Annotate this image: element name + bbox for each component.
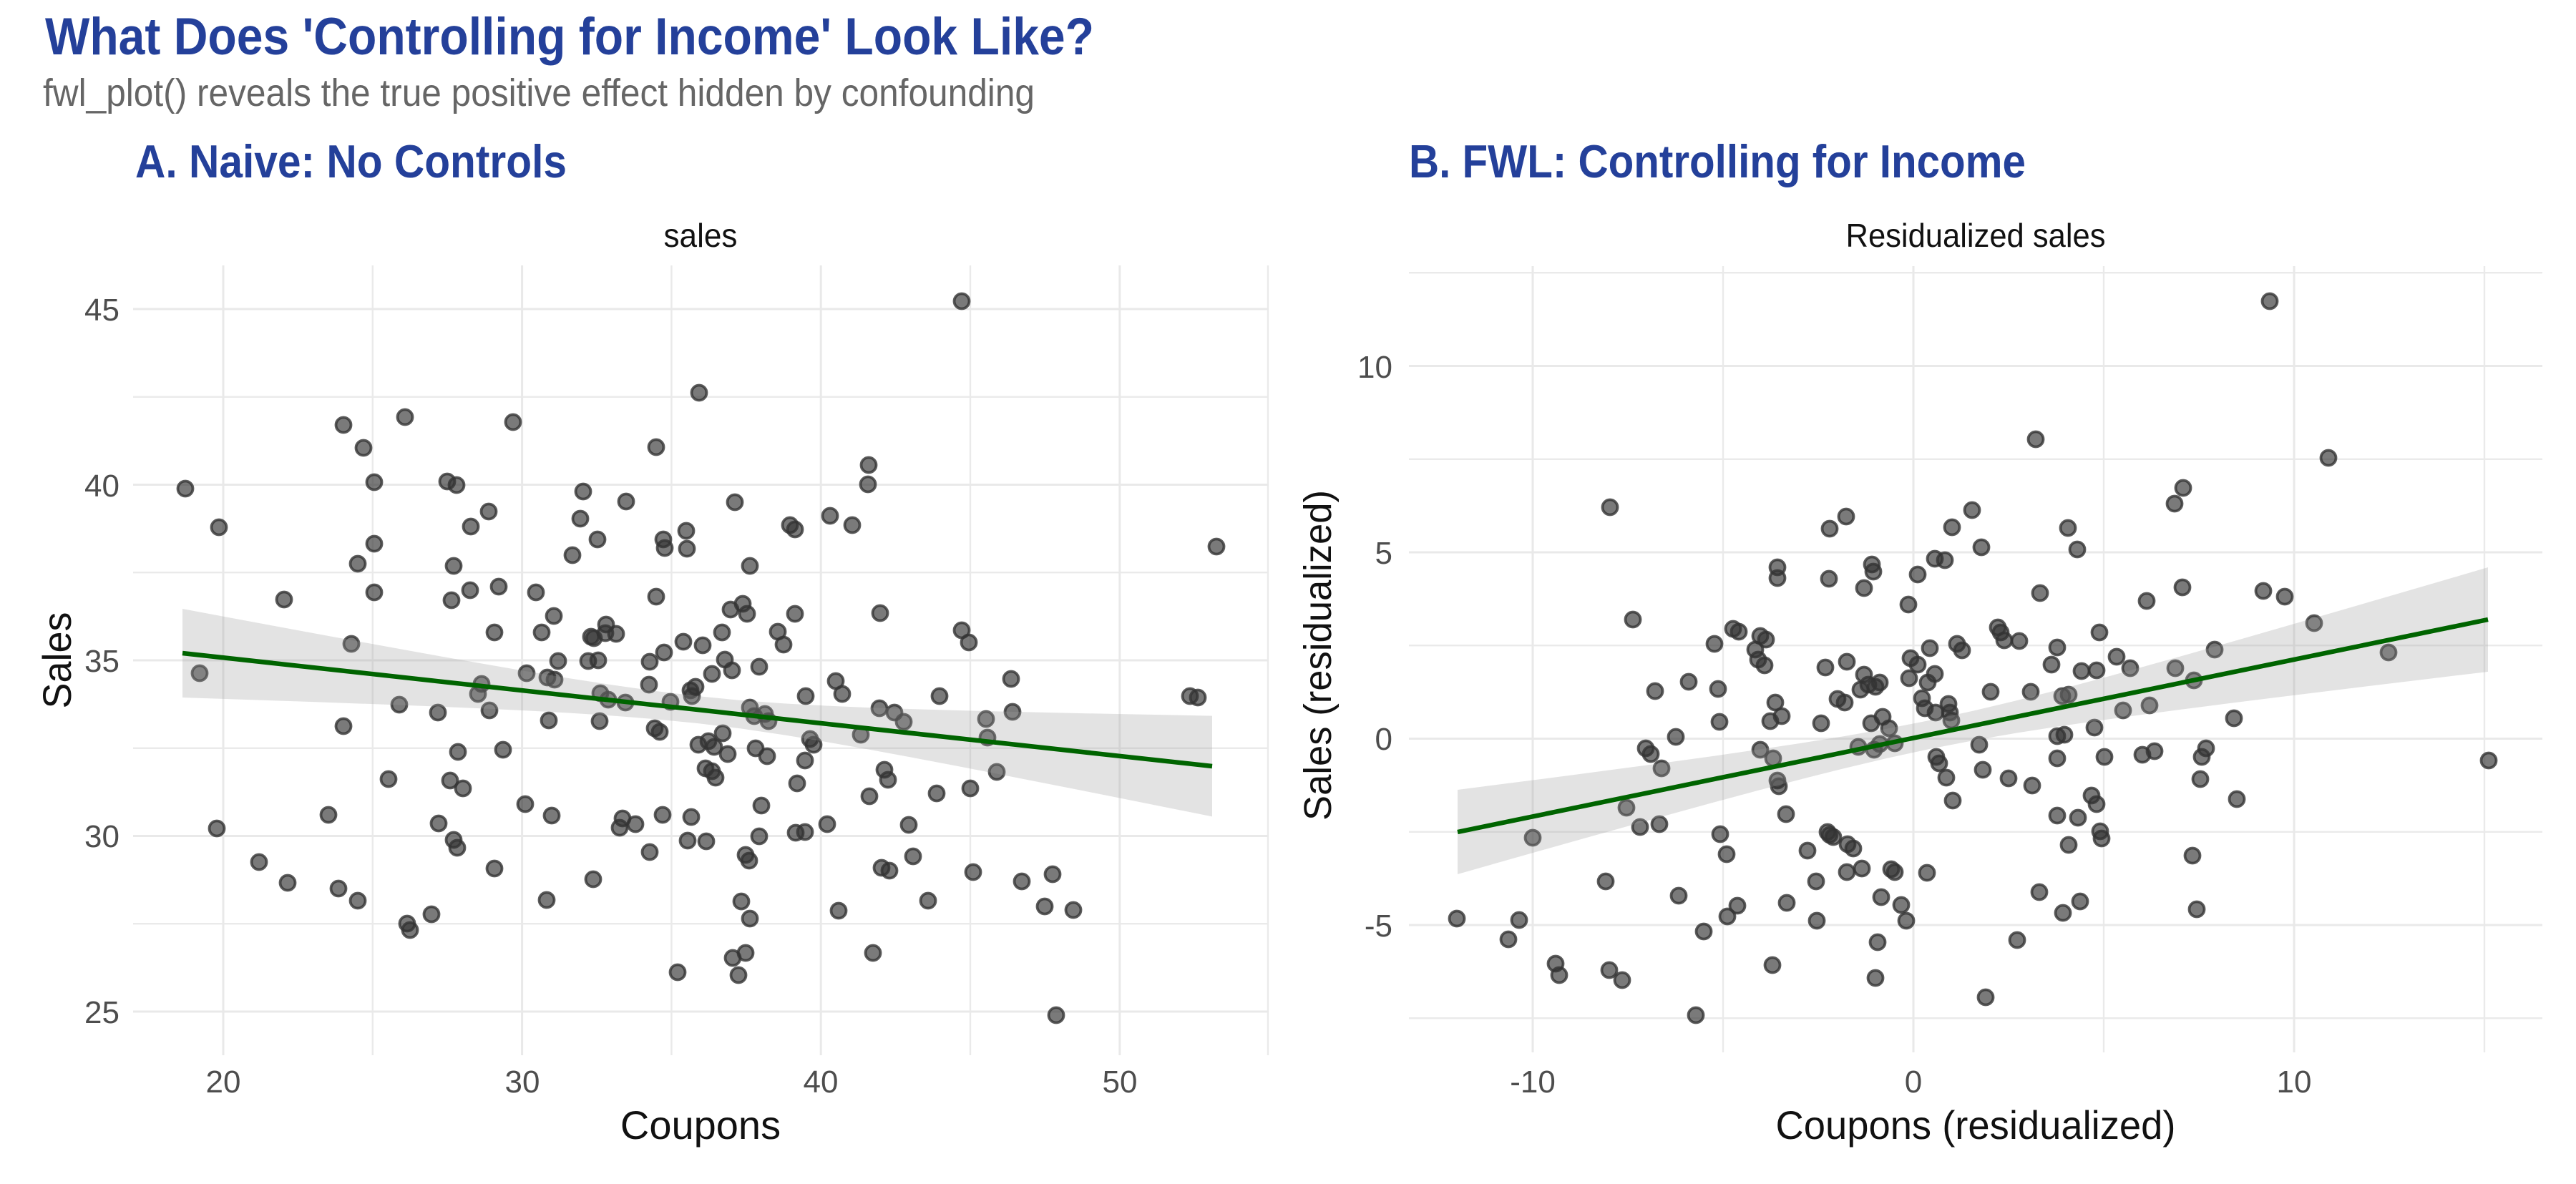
svg-text:-5: -5 — [1365, 909, 1392, 944]
svg-text:35: 35 — [84, 644, 119, 679]
svg-text:fwl_plot() reveals the true po: fwl_plot() reveals the true positive eff… — [43, 72, 1035, 114]
svg-text:5: 5 — [1375, 536, 1392, 571]
svg-text:10: 10 — [2277, 1065, 2312, 1100]
svg-text:A. Naive: No Controls: A. Naive: No Controls — [135, 135, 567, 187]
svg-text:25: 25 — [84, 995, 119, 1030]
svg-text:What Does 'Controlling for Inc: What Does 'Controlling for Income' Look … — [45, 8, 1094, 66]
svg-text:sales: sales — [664, 217, 738, 254]
svg-text:Coupons (residualized): Coupons (residualized) — [1776, 1102, 2176, 1148]
svg-text:Sales: Sales — [34, 612, 79, 709]
svg-text:50: 50 — [1103, 1065, 1138, 1100]
svg-text:Coupons: Coupons — [620, 1102, 781, 1148]
svg-text:45: 45 — [84, 293, 119, 328]
svg-text:30: 30 — [505, 1065, 540, 1100]
svg-text:Residualized sales: Residualized sales — [1846, 217, 2106, 254]
svg-text:B. FWL: Controlling for Income: B. FWL: Controlling for Income — [1409, 135, 2026, 187]
svg-text:0: 0 — [1905, 1065, 1922, 1100]
svg-text:0: 0 — [1375, 722, 1392, 757]
svg-text:10: 10 — [1357, 350, 1392, 385]
svg-text:40: 40 — [84, 469, 119, 504]
svg-text:Sales (residualized): Sales (residualized) — [1297, 490, 1340, 821]
svg-text:20: 20 — [206, 1065, 241, 1100]
svg-text:40: 40 — [804, 1065, 839, 1100]
svg-text:30: 30 — [84, 819, 119, 854]
svg-text:-10: -10 — [1510, 1065, 1556, 1100]
